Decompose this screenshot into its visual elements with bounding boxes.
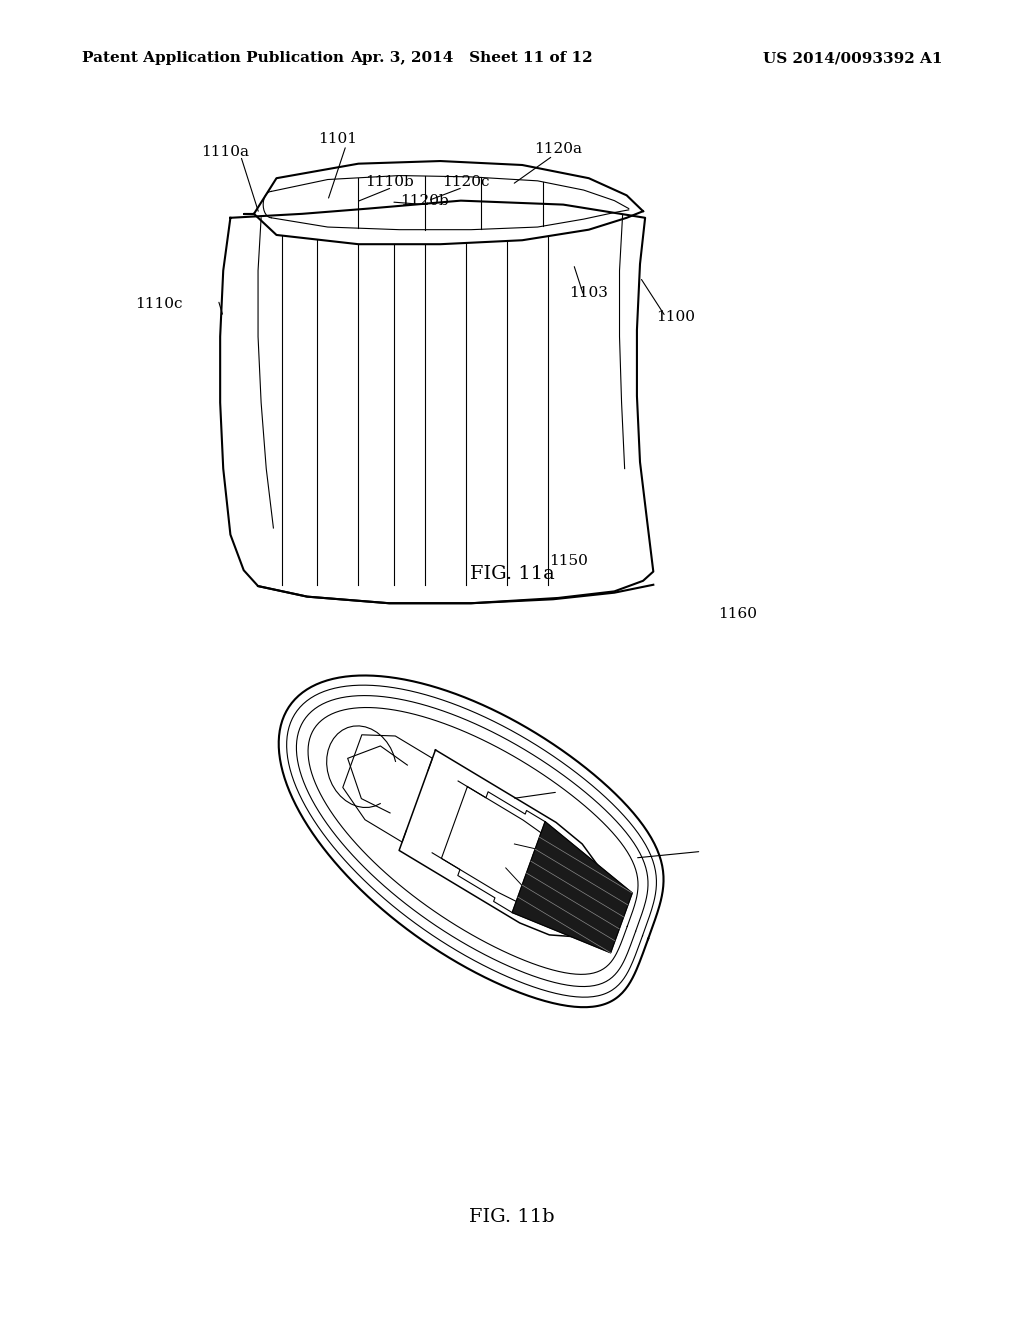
Text: Apr. 3, 2014   Sheet 11 of 12: Apr. 3, 2014 Sheet 11 of 12 [350, 51, 592, 65]
Text: 1100: 1100 [656, 310, 695, 323]
Text: FIG. 11b: FIG. 11b [469, 1208, 555, 1226]
Text: 1120c: 1120c [442, 176, 489, 189]
Text: 1120a: 1120a [535, 143, 582, 156]
Text: 1110b: 1110b [365, 176, 414, 189]
Text: 1110c: 1110c [135, 297, 182, 310]
Text: FIG. 11a: FIG. 11a [470, 565, 554, 583]
Text: 1110a: 1110a [202, 145, 249, 158]
Text: 1101: 1101 [318, 132, 357, 145]
Text: 1150: 1150 [549, 554, 588, 568]
Text: 1103: 1103 [569, 286, 608, 300]
Text: Patent Application Publication: Patent Application Publication [82, 51, 344, 65]
Text: US 2014/0093392 A1: US 2014/0093392 A1 [763, 51, 942, 65]
Polygon shape [512, 821, 632, 953]
Text: 1160: 1160 [718, 607, 757, 620]
Text: 1120b: 1120b [400, 194, 450, 207]
